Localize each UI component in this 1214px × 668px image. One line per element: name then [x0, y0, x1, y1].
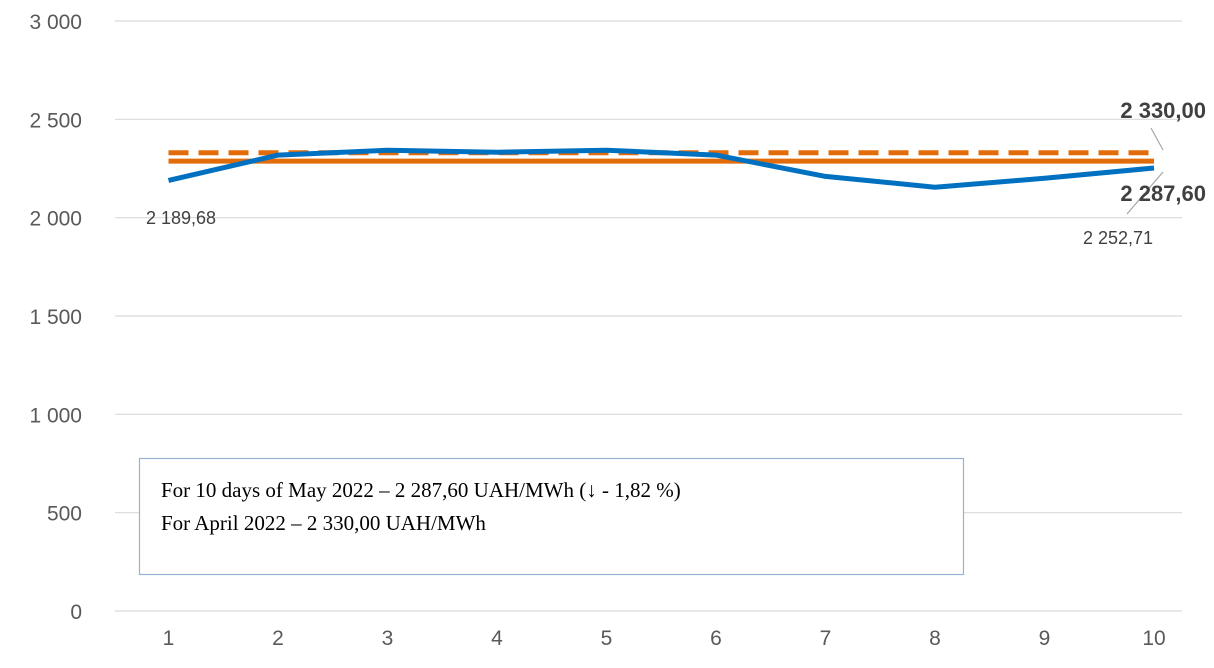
note-line-may: For 10 days of May 2022 – 2 287,60 UAH/M…: [161, 478, 681, 502]
x-tick-label: 4: [491, 627, 503, 650]
y-tick-label: 0: [70, 601, 82, 624]
x-tick-label: 1: [163, 627, 175, 650]
x-axis-ticks: 1 2 3 4 5 6 7 8 9 10: [163, 627, 1166, 650]
data-label-start: 2 189,68: [146, 208, 216, 228]
y-tick-label: 3 000: [29, 11, 82, 34]
y-tick-label: 2 000: [29, 208, 82, 231]
x-tick-label: 8: [929, 627, 941, 650]
leader-line-may: [1126, 171, 1164, 215]
x-tick-label: 9: [1039, 627, 1051, 650]
series-line-daily-price: [167, 147, 1155, 190]
y-axis-ticks: 0 500 1 000 1 500 2 000 2 500 3 000: [29, 11, 82, 624]
summary-note-box: For 10 days of May 2022 – 2 287,60 UAH/M…: [138, 457, 965, 576]
x-tick-label: 6: [710, 627, 722, 650]
note-border: [138, 457, 965, 576]
x-tick-label: 10: [1142, 627, 1165, 650]
data-label-may: 2 287,60: [1120, 181, 1206, 206]
y-tick-label: 2 500: [29, 109, 82, 132]
y-tick-label: 500: [47, 503, 82, 526]
data-label-end: 2 252,71: [1083, 228, 1153, 248]
note-line-april: For April 2022 – 2 330,00 UAH/MWh: [161, 511, 486, 535]
data-label-april: 2 330,00: [1120, 98, 1206, 123]
series-lines: [167, 147, 1155, 190]
x-tick-label: 3: [382, 627, 394, 650]
y-tick-label: 1 000: [29, 404, 82, 427]
x-tick-label: 5: [601, 627, 613, 650]
data-labels: 2 189,68 2 252,71 2 330,00 2 287,60: [146, 98, 1206, 248]
leader-line-april: [1150, 127, 1164, 151]
x-tick-label: 7: [820, 627, 832, 650]
x-tick-label: 2: [272, 627, 284, 650]
y-tick-label: 1 500: [29, 306, 82, 329]
